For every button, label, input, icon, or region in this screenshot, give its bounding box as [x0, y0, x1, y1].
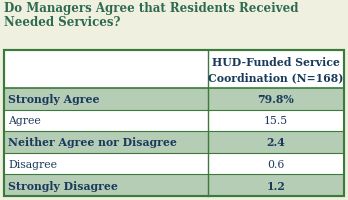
Text: Do Managers Agree that Residents Received: Do Managers Agree that Residents Receive…: [4, 2, 299, 15]
Text: Disagree: Disagree: [8, 159, 57, 169]
Bar: [4, 51, 344, 196]
Bar: [4, 110, 344, 132]
Text: Needed Services?: Needed Services?: [4, 16, 120, 29]
Text: 2.4: 2.4: [267, 137, 285, 148]
Text: Strongly Agree: Strongly Agree: [8, 94, 100, 105]
Bar: [4, 132, 344, 153]
Bar: [4, 153, 344, 175]
Text: Neither Agree nor Disagree: Neither Agree nor Disagree: [8, 137, 177, 148]
Text: Strongly Disagree: Strongly Disagree: [8, 180, 118, 191]
Text: Agree: Agree: [8, 116, 41, 126]
Text: HUD-Funded Service
Coordination (N=168): HUD-Funded Service Coordination (N=168): [208, 57, 344, 82]
Text: 15.5: 15.5: [264, 116, 288, 126]
Text: 79.8%: 79.8%: [258, 94, 294, 105]
Bar: [4, 89, 344, 110]
Text: 1.2: 1.2: [267, 180, 285, 191]
Bar: [4, 175, 344, 196]
Bar: [4, 51, 344, 196]
Text: 0.6: 0.6: [267, 159, 285, 169]
